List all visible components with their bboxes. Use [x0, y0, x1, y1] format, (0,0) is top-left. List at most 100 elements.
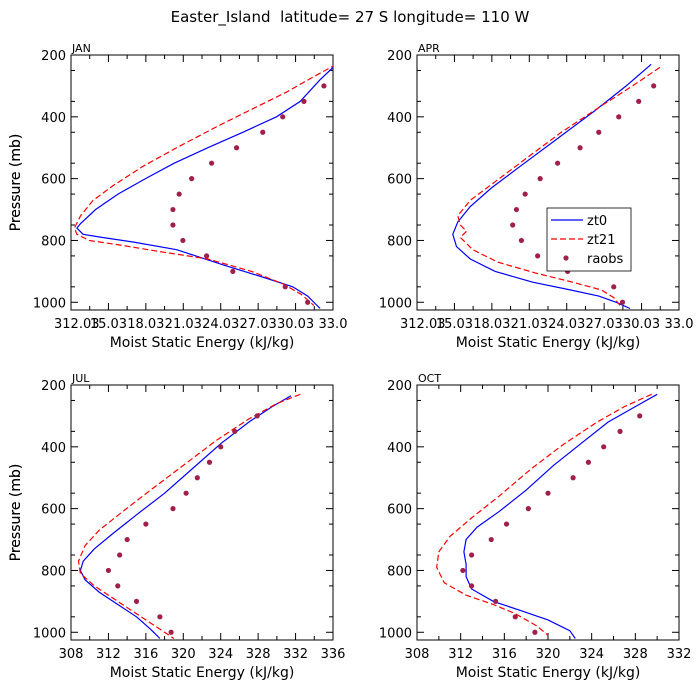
- point-oct-raobs-4: [570, 475, 576, 481]
- series-line-jul-zt0: [79, 395, 292, 639]
- x-tick-label-jan-3: 21.03: [165, 317, 202, 332]
- y-axis-label-jan: Pressure (mb): [8, 134, 24, 232]
- point-oct-raobs-14: [532, 629, 538, 635]
- y-axis-label-jul: Pressure (mb): [8, 464, 24, 562]
- point-jan-raobs-7: [176, 191, 182, 197]
- x-tick-label-oct-5: 328: [623, 647, 648, 662]
- x-tick-label-oct-3: 320: [536, 647, 561, 662]
- x-tick-label-oct-0: 308: [405, 647, 430, 662]
- point-jan-raobs-10: [180, 237, 186, 244]
- plot-frame-jul: [70, 384, 334, 641]
- legend-label-zt21: zt21: [587, 233, 615, 248]
- series-line-jan-zt21: [73, 65, 333, 306]
- x-tick-label-jan-0: 312.03: [54, 317, 100, 332]
- point-apr-raobs-0: [651, 83, 657, 89]
- point-jul-raobs-4: [194, 475, 200, 481]
- y-tick-label-jan-400: 400: [41, 111, 66, 126]
- x-axis-label-jul: Moist Static Energy (kJ/kg): [110, 665, 295, 681]
- y-tick-label-jul-600: 600: [41, 503, 66, 518]
- x-tick-label-jul-3: 320: [171, 647, 196, 662]
- x-tick-label-jan-6: 30.03: [277, 317, 314, 332]
- x-axis-label-jan: Moist Static Energy (kJ/kg): [110, 335, 295, 351]
- series-group-jul: [77, 393, 301, 639]
- point-apr-raobs-14: [619, 299, 626, 305]
- point-jan-raobs-5: [209, 160, 215, 166]
- series-line-apr-zt21: [457, 66, 661, 306]
- y-tick-label-jul-1000: 1000: [33, 626, 66, 641]
- y-tick-label-oct-400: 400: [387, 441, 412, 456]
- point-jul-raobs-9: [117, 552, 123, 558]
- plot-frame-oct: [416, 384, 680, 641]
- series-group-jan: [73, 65, 333, 309]
- point-jan-raobs-1: [301, 98, 307, 104]
- x-tick-label-jul-0: 308: [59, 647, 84, 662]
- x-tick-label-jan-1: 15.03: [90, 317, 127, 332]
- y-axis-label-oct: Pressure (mb): [8, 464, 24, 562]
- point-jul-raobs-7: [143, 521, 149, 527]
- point-jul-raobs-11: [115, 583, 121, 589]
- point-jan-raobs-13: [282, 284, 288, 290]
- panel-label-apr: APR: [418, 42, 440, 55]
- legend-label-zt0: zt0: [587, 214, 607, 229]
- point-jan-raobs-4: [233, 145, 240, 151]
- point-oct-raobs-3: [585, 459, 591, 465]
- point-apr-raobs-1: [636, 98, 642, 104]
- point-oct-raobs-5: [545, 490, 551, 496]
- x-tick-label-jan-2: 18.03: [127, 317, 164, 332]
- y-tick-label-jul-800: 800: [41, 564, 66, 579]
- y-tick-label-oct-1000: 1000: [379, 626, 412, 641]
- point-jul-raobs-8: [124, 536, 130, 543]
- point-apr-raobs-4: [577, 145, 583, 151]
- y-tick-label-apr-600: 600: [387, 173, 412, 188]
- x-tick-label-apr-7: 33.0: [665, 317, 694, 332]
- x-tick-label-jul-1: 312: [96, 647, 121, 662]
- x-tick-label-jul-2: 316: [133, 647, 158, 662]
- point-apr-raobs-10: [518, 237, 525, 244]
- point-apr-raobs-9: [510, 222, 516, 228]
- point-jan-raobs-8: [170, 206, 176, 213]
- y-tick-label-oct-200: 200: [387, 379, 412, 394]
- x-axis-label-oct: Moist Static Energy (kJ/kg): [456, 665, 641, 681]
- point-jan-raobs-9: [170, 222, 176, 228]
- point-jul-raobs-1: [232, 428, 238, 434]
- series-line-jan-zt0: [76, 66, 333, 309]
- point-oct-raobs-11: [468, 583, 475, 589]
- y-tick-label-jan-800: 800: [41, 234, 66, 249]
- point-jul-raobs-3: [206, 459, 213, 465]
- point-jan-raobs-11: [204, 253, 210, 259]
- x-tick-label-apr-1: 15.03: [436, 317, 473, 332]
- point-jan-raobs-14: [305, 299, 311, 305]
- x-tick-label-apr-2: 18.03: [473, 317, 510, 332]
- panel-label-jul: JUL: [71, 372, 90, 385]
- x-tick-label-apr-6: 30.03: [623, 317, 660, 332]
- point-apr-raobs-11: [535, 253, 541, 259]
- x-tick-label-apr-5: 27.03: [586, 317, 623, 332]
- series-line-jul-zt21: [77, 393, 301, 639]
- series-group-apr: [452, 63, 661, 310]
- series-line-apr-zt0: [452, 63, 652, 310]
- point-jan-raobs-0: [321, 83, 327, 89]
- y-tick-label-jan-600: 600: [41, 173, 66, 188]
- point-jul-raobs-13: [157, 614, 163, 620]
- point-jul-raobs-12: [133, 598, 140, 604]
- y-tick-label-apr-400: 400: [387, 111, 412, 126]
- x-tick-label-jan-7: 33.0: [319, 317, 348, 332]
- x-tick-label-jul-6: 332: [283, 647, 308, 662]
- point-apr-raobs-7: [522, 191, 528, 197]
- x-tick-label-oct-1: 312: [448, 647, 473, 662]
- panel-label-jan: JAN: [71, 42, 91, 55]
- x-tick-label-jul-5: 328: [246, 647, 271, 662]
- point-jan-raobs-2: [280, 114, 286, 120]
- point-jan-raobs-12: [230, 268, 236, 274]
- plot-frame-apr: [416, 54, 680, 311]
- point-jul-raobs-0: [254, 413, 260, 419]
- point-oct-raobs-8: [488, 536, 494, 543]
- point-oct-raobs-1: [617, 428, 623, 434]
- x-axis-label-apr: Moist Static Energy (kJ/kg): [456, 335, 641, 351]
- point-oct-raobs-10: [460, 567, 466, 574]
- point-jul-raobs-2: [218, 444, 224, 450]
